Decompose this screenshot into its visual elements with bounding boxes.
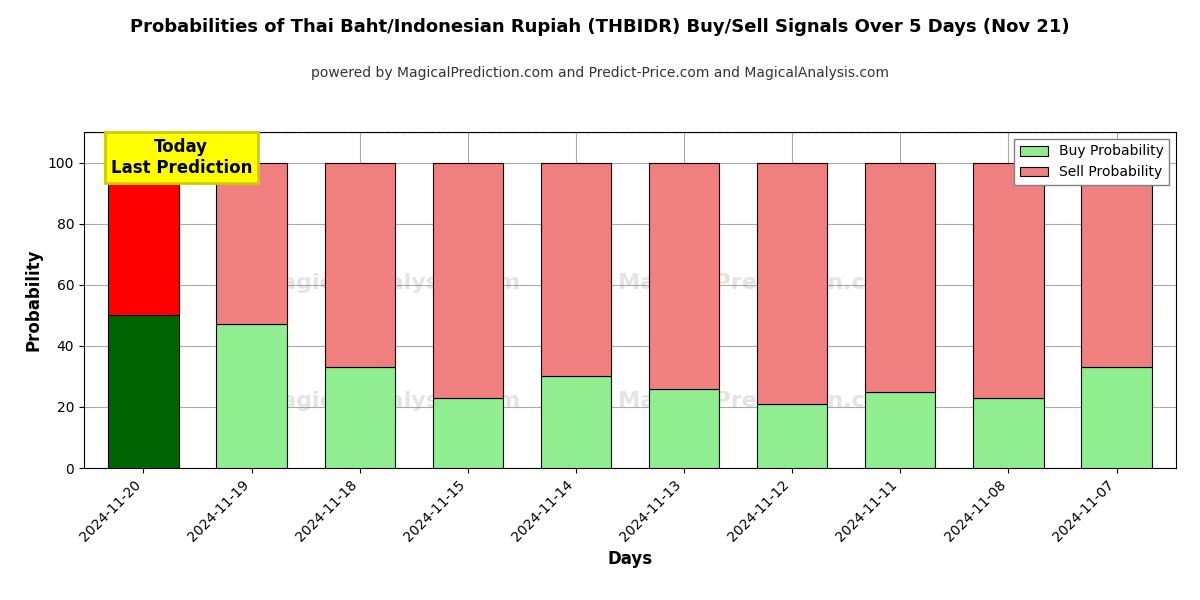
Text: powered by MagicalPrediction.com and Predict-Price.com and MagicalAnalysis.com: powered by MagicalPrediction.com and Pre… [311, 66, 889, 80]
Bar [757, 163, 827, 404]
Y-axis label: Probability: Probability [24, 249, 42, 351]
Bar [216, 163, 287, 325]
Bar [216, 325, 287, 468]
Bar [433, 163, 503, 398]
Text: Today
Last Prediction: Today Last Prediction [110, 138, 252, 177]
Bar [865, 392, 936, 468]
Bar [757, 404, 827, 468]
Bar [541, 376, 611, 468]
Bar [324, 163, 395, 367]
Bar [649, 163, 719, 389]
Bar [324, 367, 395, 468]
Bar [433, 398, 503, 468]
Text: MagicalAnalysis.com: MagicalAnalysis.com [259, 273, 521, 293]
Bar [541, 163, 611, 376]
Bar [649, 389, 719, 468]
Bar [973, 398, 1044, 468]
Text: MagicalPrediction.com: MagicalPrediction.com [618, 273, 904, 293]
Bar [108, 163, 179, 315]
Text: MagicalPrediction.com: MagicalPrediction.com [618, 391, 904, 411]
Text: MagicalAnalysis.com: MagicalAnalysis.com [259, 391, 521, 411]
Legend: Buy Probability, Sell Probability: Buy Probability, Sell Probability [1014, 139, 1169, 185]
Text: Probabilities of Thai Baht/Indonesian Rupiah (THBIDR) Buy/Sell Signals Over 5 Da: Probabilities of Thai Baht/Indonesian Ru… [130, 18, 1070, 36]
Bar [973, 163, 1044, 398]
Bar [865, 163, 936, 392]
Bar [108, 315, 179, 468]
Bar [1081, 367, 1152, 468]
Bar [1081, 163, 1152, 367]
X-axis label: Days: Days [607, 550, 653, 568]
